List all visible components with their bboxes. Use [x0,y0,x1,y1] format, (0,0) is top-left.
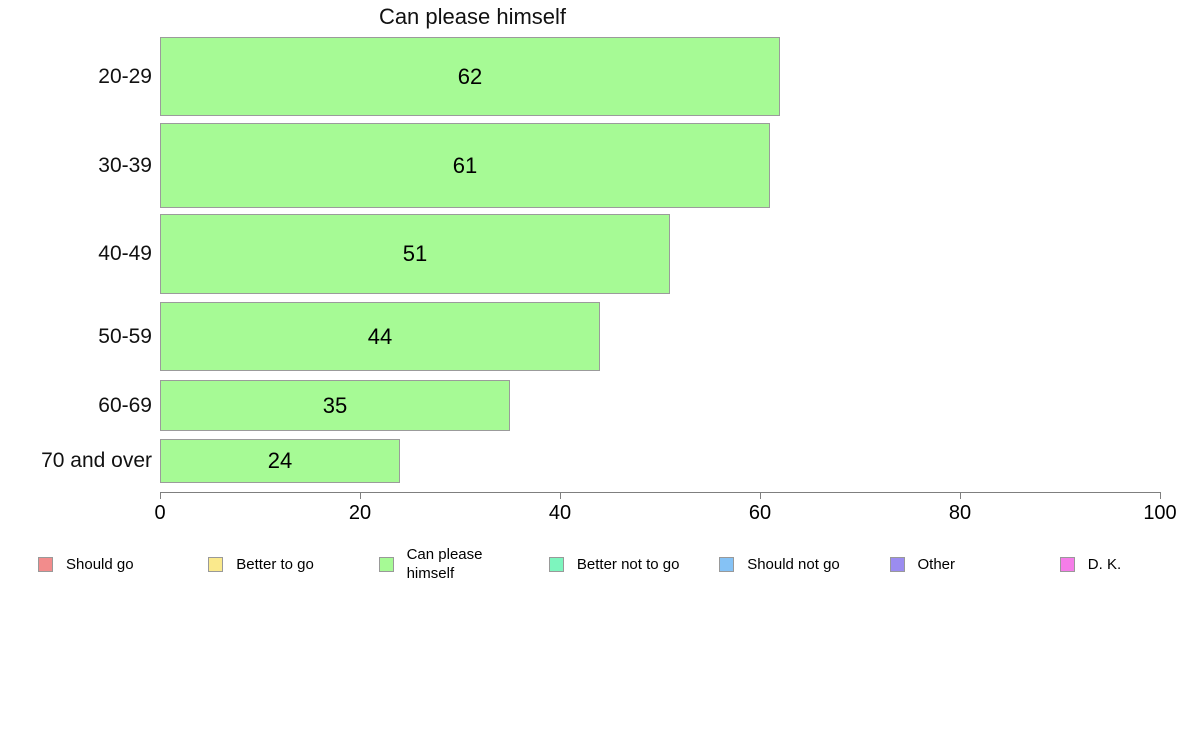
legend-item: Better not to go [548,538,680,590]
legend-swatch-icon [1059,556,1075,572]
bar-value-label: 35 [322,392,348,418]
y-axis-label: 30-39 [98,153,152,177]
x-tick-label: 40 [548,502,572,524]
legend-item: D. K. [1059,538,1122,590]
x-tick [560,492,561,499]
legend: Should go Better to go Can please himself B… [0,538,1188,590]
bar-value-label: 24 [267,448,293,473]
y-axis-label: 40-49 [98,242,152,265]
bar-value-label: 44 [367,323,393,349]
legend-item: Should not go [719,538,840,590]
legend-item: Should go [38,538,134,590]
x-tick-label: 0 [154,502,166,524]
legend-swatch-icon [889,556,905,572]
legend-label: Better to go [236,555,314,573]
x-axis-line [160,492,1161,493]
legend-label: D. K. [1087,555,1122,573]
x-tick [160,492,161,499]
x-tick [760,492,761,499]
x-tick-label: 20 [348,502,372,524]
y-axis-label: 70 and over [41,449,152,472]
legend-swatch-icon [378,556,394,572]
x-tick-label: 80 [948,502,972,524]
legend-item: Other [889,538,956,590]
legend-label: Other [917,555,956,573]
bar: 35 [160,380,510,431]
bar: 61 [160,123,770,208]
chart-title: Can please himself [378,4,567,29]
bar: 62 [160,37,780,116]
legend-swatch-icon [548,556,564,572]
bar: 51 [160,214,670,294]
x-tick [360,492,361,499]
legend-item: Can please himself [378,538,499,590]
bar-value-label: 51 [402,241,428,266]
legend-label: Better not to go [576,555,680,573]
legend-swatch-icon [719,556,735,572]
legend-label: Should not go [747,555,840,573]
y-axis-label: 20-29 [98,64,152,88]
y-axis-label: 50-59 [98,324,152,348]
bar: 24 [160,439,400,483]
legend-item: Better to go [208,538,314,590]
x-tick [960,492,961,499]
legend-label: Should go [66,555,134,573]
legend-swatch-icon [208,556,224,572]
x-tick-label: 100 [1143,502,1177,524]
x-tick [1160,492,1161,499]
bar: 44 [160,302,600,371]
bar-value-label: 62 [457,63,483,89]
legend-swatch-icon [38,556,53,572]
legend-label: Can please himself [406,546,483,582]
x-tick-label: 60 [748,502,772,524]
bar-value-label: 61 [452,152,478,178]
y-axis-label: 60-69 [98,393,152,417]
